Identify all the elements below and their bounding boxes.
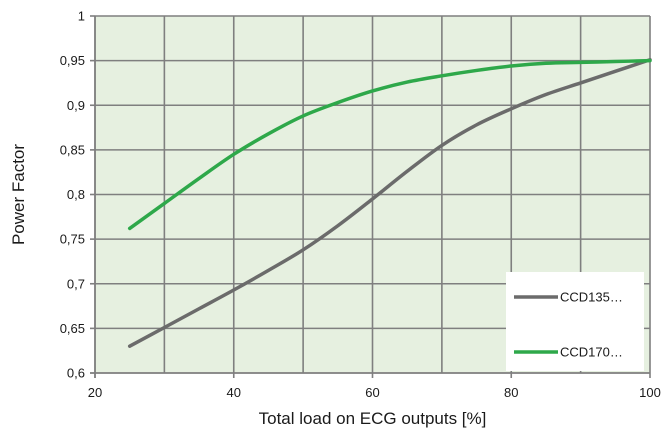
legend-box bbox=[506, 272, 644, 371]
y-tick-label: 0,9 bbox=[67, 98, 85, 113]
x-axis-title: Total load on ECG outputs [%] bbox=[259, 409, 487, 428]
x-tick-label: 100 bbox=[639, 385, 661, 400]
x-tick-label: 60 bbox=[365, 385, 379, 400]
y-tick-label: 0,6 bbox=[67, 366, 85, 381]
y-axis-title: Power Factor bbox=[9, 144, 28, 245]
x-tick-label: 40 bbox=[227, 385, 241, 400]
legend: CCD135… CCD170… bbox=[506, 272, 644, 371]
series-line-ccd135 bbox=[127, 57, 652, 348]
axes: 0,6 0,65 0,7 0,75 0,8 0,85 0,9 0,95 1 20 40 60 80 100 bbox=[60, 9, 661, 401]
series-line-ccd170 bbox=[127, 58, 652, 231]
legend-label-ccd135: CCD135… bbox=[560, 290, 623, 305]
y-tick-label: 0,65 bbox=[60, 321, 85, 336]
y-tick-label: 0,7 bbox=[67, 276, 85, 291]
y-tick-label: 0,75 bbox=[60, 232, 85, 247]
y-tick-label: 0,85 bbox=[60, 142, 85, 157]
legend-label-ccd170: CCD170… bbox=[560, 345, 623, 360]
y-tick-label: 0,95 bbox=[60, 53, 85, 68]
series-group bbox=[127, 57, 652, 348]
y-tick-label: 1 bbox=[78, 9, 85, 24]
y-tick-label: 0,8 bbox=[67, 187, 85, 202]
x-tick-label: 80 bbox=[504, 385, 518, 400]
x-tick-label: 20 bbox=[88, 385, 102, 400]
